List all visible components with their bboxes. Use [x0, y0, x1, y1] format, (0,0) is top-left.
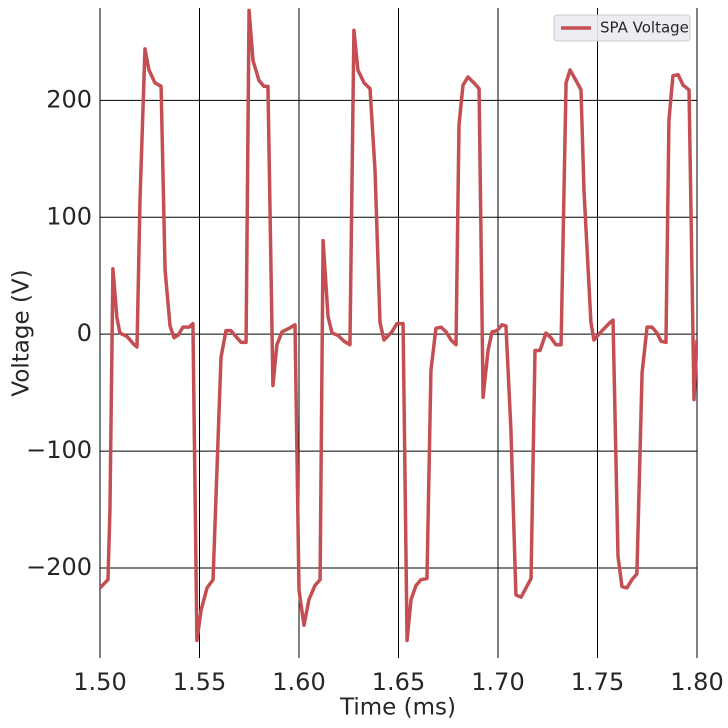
x-tick-label: 1.60	[272, 668, 325, 696]
y-tick-label: 0	[77, 319, 92, 347]
x-tick-label: 1.50	[73, 668, 126, 696]
legend-box	[553, 14, 691, 42]
y-tick-label: 200	[46, 85, 92, 113]
y-tick-label: −200	[26, 553, 92, 581]
x-tick-label: 1.75	[571, 668, 624, 696]
plot-area	[100, 8, 698, 643]
line-series	[100, 8, 698, 643]
x-tick-label: 1.55	[173, 668, 226, 696]
x-tick-label: 1.65	[372, 668, 425, 696]
x-tick-label: 1.80	[670, 668, 723, 696]
y-axis-label: Voltage (V)	[9, 269, 35, 396]
legend-label: SPA Voltage	[600, 19, 689, 37]
x-axis-label: Time (ms)	[339, 695, 456, 721]
y-tick-label: 100	[46, 202, 92, 230]
x-tick-label: 1.70	[471, 668, 524, 696]
legend: SPA Voltage	[553, 14, 691, 42]
y-tick-label: −100	[26, 436, 92, 464]
